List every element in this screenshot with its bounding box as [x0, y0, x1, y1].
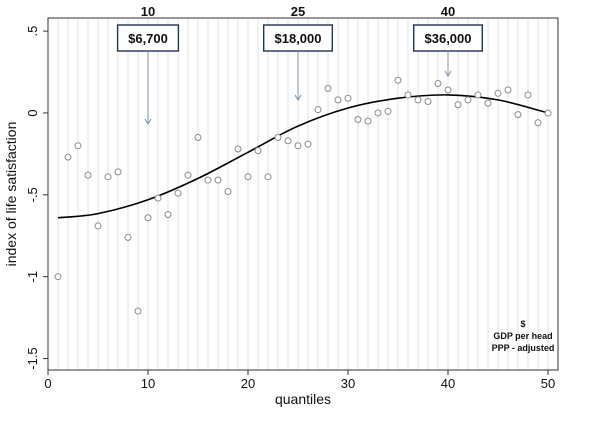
- gdp-value-box: [263, 24, 334, 52]
- gdp-value-box: [116, 24, 180, 52]
- gdp-value-box: [413, 24, 484, 52]
- data-point: [254, 147, 262, 155]
- point-layer: [54, 76, 552, 315]
- y-tick-label: .5: [25, 26, 40, 37]
- data-point: [464, 96, 472, 104]
- data-point: [414, 96, 422, 104]
- data-point: [234, 145, 242, 153]
- fitted-curve: [57, 94, 549, 219]
- gdp-note-line-2: GDP per head: [493, 331, 552, 341]
- data-point: [264, 173, 272, 181]
- data-point: [474, 91, 482, 99]
- data-point: [364, 117, 372, 125]
- annotation-layer: 10 $6,700 25 $18,000 40 $36,000: [116, 4, 484, 125]
- data-point: [324, 84, 332, 92]
- curve-layer: [57, 94, 549, 219]
- data-point: [354, 116, 362, 124]
- plot-frame: [47, 17, 559, 371]
- data-point: [124, 233, 132, 241]
- data-point: [284, 137, 292, 145]
- data-point: [144, 214, 152, 222]
- data-point: [154, 194, 162, 202]
- data-point: [174, 189, 182, 197]
- data-point: [524, 91, 532, 99]
- data-point: [504, 86, 512, 94]
- data-point: [514, 111, 522, 119]
- x-tick-label: 30: [341, 376, 355, 391]
- data-point: [184, 171, 192, 179]
- data-point: [104, 173, 112, 181]
- y-tick-label: 0: [25, 109, 40, 116]
- data-point: [484, 99, 492, 107]
- data-point: [84, 171, 92, 179]
- annotation-arrow-head: [144, 118, 152, 125]
- data-point: [304, 140, 312, 148]
- x-tick-label: 0: [44, 376, 51, 391]
- data-point: [214, 176, 222, 184]
- gdp-note-line-1: $: [520, 319, 525, 329]
- data-point: [404, 91, 412, 99]
- data-point: [204, 176, 212, 184]
- gdp-value-label: $36,000: [425, 31, 472, 46]
- data-point: [434, 79, 442, 87]
- data-point: [114, 168, 122, 176]
- quantile-label: 10: [141, 4, 155, 19]
- data-point: [344, 94, 352, 102]
- gdp-note: $ GDP per head PPP - adjusted: [492, 319, 555, 353]
- x-tick-label: 50: [541, 376, 555, 391]
- x-tick-label: 10: [141, 376, 155, 391]
- data-point: [94, 222, 102, 230]
- data-point: [194, 134, 202, 142]
- data-point: [384, 107, 392, 115]
- x-tick-label: 40: [441, 376, 455, 391]
- quantile-label: 40: [441, 4, 455, 19]
- data-point: [314, 106, 322, 114]
- y-tick-label: -.5: [25, 187, 40, 202]
- data-point: [274, 134, 282, 142]
- data-point: [374, 109, 382, 117]
- data-point: [164, 210, 172, 218]
- x-tick-label: 20: [241, 376, 255, 391]
- y-tick-label: -1: [25, 271, 40, 283]
- grid-layer: [57, 18, 549, 370]
- y-tick-label: -1.5: [25, 347, 40, 369]
- data-point: [424, 97, 432, 105]
- annotation-arrow-head: [294, 94, 302, 101]
- data-point: [74, 142, 82, 150]
- data-point: [64, 153, 72, 161]
- data-point: [444, 86, 452, 94]
- axis-layer: 0 10 20 30 40 50 .5 0 -.5 -1 -1.5: [25, 26, 555, 391]
- data-point: [334, 96, 342, 104]
- gdp-value-label: $18,000: [275, 31, 322, 46]
- x-axis-title: quantiles: [275, 391, 331, 407]
- data-point: [224, 188, 232, 196]
- y-axis-title: index of life satisfaction: [3, 122, 19, 267]
- data-point: [544, 109, 552, 117]
- data-point: [494, 89, 502, 97]
- quantile-label: 25: [291, 4, 305, 19]
- data-point: [454, 101, 462, 109]
- data-point: [534, 119, 542, 127]
- data-point: [134, 307, 142, 315]
- annotation-arrow-head: [444, 70, 452, 77]
- gdp-value-label: $6,700: [128, 31, 168, 46]
- data-point: [54, 273, 62, 281]
- gdp-note-line-3: PPP - adjusted: [492, 343, 555, 353]
- data-point: [294, 142, 302, 150]
- data-point: [244, 173, 252, 181]
- data-point: [394, 76, 402, 84]
